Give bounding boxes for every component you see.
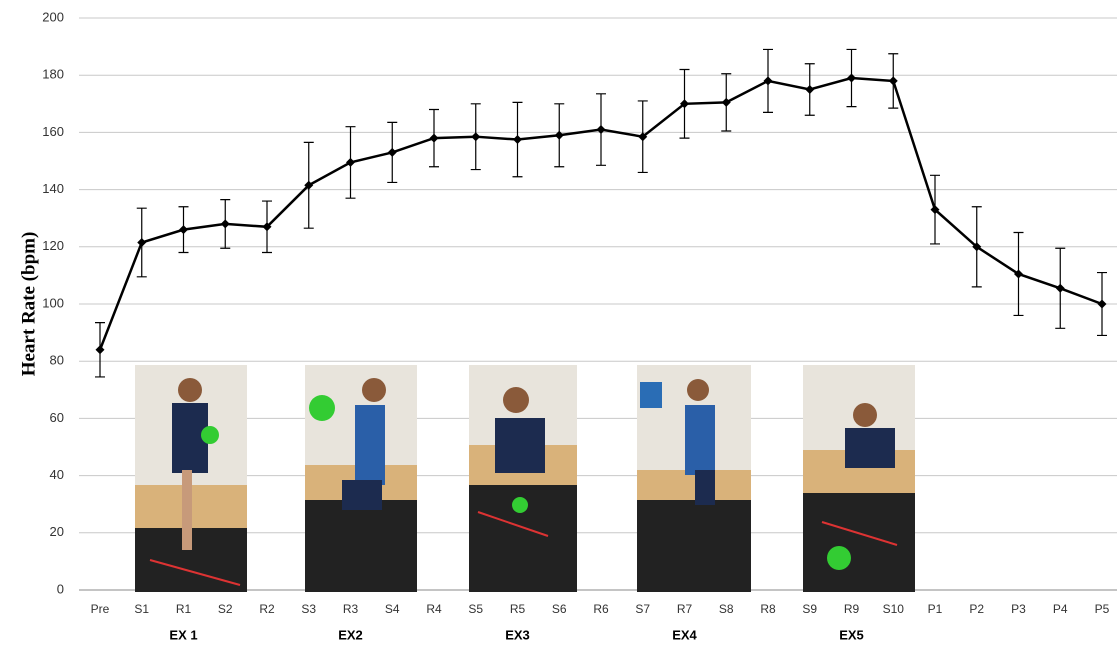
y-tick-label: 120 <box>42 238 64 253</box>
marker <box>764 76 773 85</box>
photo <box>135 365 247 592</box>
x-tick-label: P3 <box>1011 602 1026 616</box>
plot <box>95 49 1107 376</box>
marker <box>96 345 105 354</box>
y-tick-label: 160 <box>42 124 64 139</box>
x-tick-label: R8 <box>760 602 776 616</box>
y-tick-label: 80 <box>50 353 64 368</box>
marker <box>1098 300 1107 309</box>
marker <box>388 148 397 157</box>
photos <box>135 365 915 592</box>
y-tick-label: 200 <box>42 9 64 24</box>
x-tick-label: S7 <box>635 602 650 616</box>
photo <box>803 365 915 592</box>
marker <box>1056 284 1065 293</box>
marker <box>513 135 522 144</box>
y-tick-label: 180 <box>42 67 64 82</box>
x-tick-label: Pre <box>91 602 110 616</box>
x-tick-label: S3 <box>301 602 316 616</box>
x-tick-label: R2 <box>259 602 275 616</box>
x-tick-label: S1 <box>134 602 149 616</box>
marker <box>430 134 439 143</box>
x-tick-label: R9 <box>844 602 860 616</box>
x-tick-label: P2 <box>969 602 984 616</box>
x-tick-label: R7 <box>677 602 693 616</box>
y-tick-label: 140 <box>42 181 64 196</box>
y-tick-label: 100 <box>42 295 64 310</box>
group-label: EX5 <box>839 627 864 642</box>
x-tick-label: R1 <box>176 602 192 616</box>
y-axis-label: Heart Rate (bpm) <box>18 232 39 377</box>
y-tick-label: 20 <box>50 524 64 539</box>
x-tick-label: R3 <box>343 602 359 616</box>
y-tick-label: 0 <box>57 581 64 596</box>
marker <box>889 76 898 85</box>
x-tick-label: S4 <box>385 602 400 616</box>
group-label: EX4 <box>672 627 697 642</box>
marker <box>221 219 230 228</box>
marker <box>137 238 146 247</box>
x-tick-label: R4 <box>426 602 442 616</box>
y-tick-label: 40 <box>50 467 64 482</box>
x-tick-label: S8 <box>719 602 734 616</box>
x-tick-label: S9 <box>802 602 817 616</box>
x-tick-label: S2 <box>218 602 233 616</box>
group-label: EX3 <box>505 627 530 642</box>
photo <box>469 365 577 592</box>
marker <box>179 225 188 234</box>
x-tick-label: S6 <box>552 602 567 616</box>
chart: Heart Rate (bpm) 0 20 40 60 80 100 120 140 160 18… <box>0 0 1117 646</box>
x-tick-label: P5 <box>1095 602 1110 616</box>
x-tick-label: S5 <box>468 602 483 616</box>
marker <box>805 85 814 94</box>
x-tick-label: P1 <box>928 602 943 616</box>
group-label: EX 1 <box>169 627 197 642</box>
group-label: EX2 <box>338 627 363 642</box>
photo <box>305 365 417 592</box>
y-tick-label: 60 <box>50 410 64 425</box>
x-tick-label: P4 <box>1053 602 1068 616</box>
photo <box>637 365 751 592</box>
x-tick-label: R5 <box>510 602 526 616</box>
marker <box>722 98 731 107</box>
marker <box>471 132 480 141</box>
x-tick-label: S10 <box>883 602 905 616</box>
x-tick-label: R6 <box>593 602 609 616</box>
